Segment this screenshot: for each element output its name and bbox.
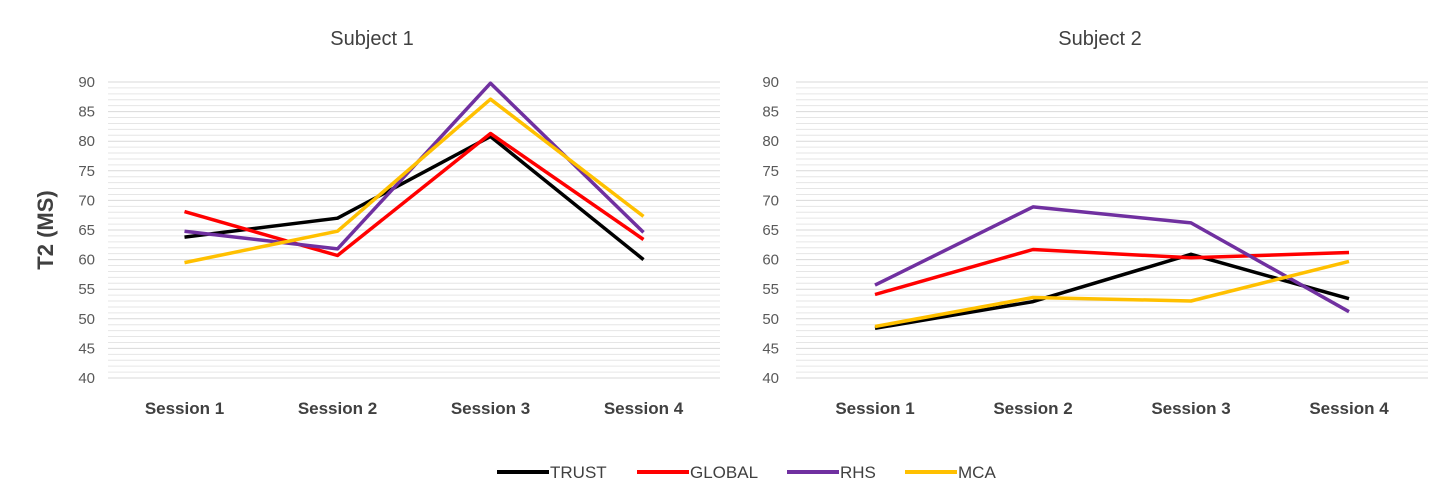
x-tick-label: Session 1 bbox=[835, 399, 914, 418]
y-tick-label: 75 bbox=[762, 163, 779, 180]
gridlines bbox=[108, 81, 720, 379]
y-tick-label: 65 bbox=[78, 222, 95, 239]
x-tick-label: Session 4 bbox=[604, 399, 684, 418]
y-tick-label: 80 bbox=[762, 133, 779, 150]
y-tick-label: 70 bbox=[762, 192, 779, 209]
y-axis-label: T2 (MS) bbox=[33, 190, 58, 269]
x-tick-label: Session 2 bbox=[298, 399, 377, 418]
legend-label-mca: MCA bbox=[958, 463, 996, 482]
series-line-global bbox=[184, 131, 645, 258]
y-tick-label: 90 bbox=[762, 74, 779, 91]
chart-subject-1: Subject 1 40 45 50 55 60 65 70 75 80 85 90 Session 1… bbox=[78, 28, 720, 418]
y-tick-label: 50 bbox=[78, 311, 95, 328]
y-tick-label: 60 bbox=[78, 252, 95, 269]
legend-label-global: GLOBAL bbox=[690, 463, 758, 482]
legend: TRUST GLOBAL RHS MCA bbox=[497, 463, 996, 482]
legend-label-rhs: RHS bbox=[840, 463, 876, 482]
y-tick-label: 40 bbox=[78, 370, 95, 387]
y-tick-label: 45 bbox=[762, 340, 779, 357]
x-tick-label: Session 1 bbox=[145, 399, 224, 418]
series-line-mca bbox=[874, 259, 1350, 329]
x-tick-label: Session 3 bbox=[1151, 399, 1230, 418]
chart-title: Subject 2 bbox=[1058, 28, 1141, 50]
y-tick-label: 80 bbox=[78, 133, 95, 150]
y-tick-label: 65 bbox=[762, 222, 779, 239]
y-tick-label: 40 bbox=[762, 370, 779, 387]
y-tick-label: 85 bbox=[78, 104, 95, 121]
series-line-rhs bbox=[874, 205, 1350, 314]
legend-label-trust: TRUST bbox=[550, 463, 607, 482]
y-tick-label: 50 bbox=[762, 311, 779, 328]
chart-title: Subject 1 bbox=[330, 28, 413, 50]
series-line-global bbox=[874, 247, 1350, 297]
y-tick-label: 85 bbox=[762, 104, 779, 121]
y-tick-label: 60 bbox=[762, 252, 779, 269]
gridlines bbox=[796, 81, 1428, 379]
y-tick-label: 45 bbox=[78, 340, 95, 357]
y-tick-label: 90 bbox=[78, 74, 95, 91]
series-line-mca bbox=[184, 97, 645, 265]
series-line-trust bbox=[874, 252, 1350, 331]
series-line-trust bbox=[184, 134, 645, 261]
y-tick-label: 55 bbox=[78, 281, 95, 298]
x-tick-label: Session 3 bbox=[451, 399, 530, 418]
y-tick-label: 70 bbox=[78, 192, 95, 209]
y-tick-label: 75 bbox=[78, 163, 95, 180]
y-tick-label: 55 bbox=[762, 281, 779, 298]
x-tick-label: Session 4 bbox=[1309, 399, 1389, 418]
chart-subject-2: Subject 2 40 45 50 55 60 65 70 75 80 85 90 Session 1… bbox=[762, 28, 1428, 418]
x-tick-label: Session 2 bbox=[993, 399, 1072, 418]
